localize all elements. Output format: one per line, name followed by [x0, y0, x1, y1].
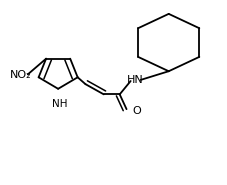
Text: NO₂: NO₂ — [10, 70, 31, 80]
Text: O: O — [132, 106, 141, 116]
Text: HN: HN — [127, 75, 143, 85]
Text: NH: NH — [52, 99, 68, 109]
